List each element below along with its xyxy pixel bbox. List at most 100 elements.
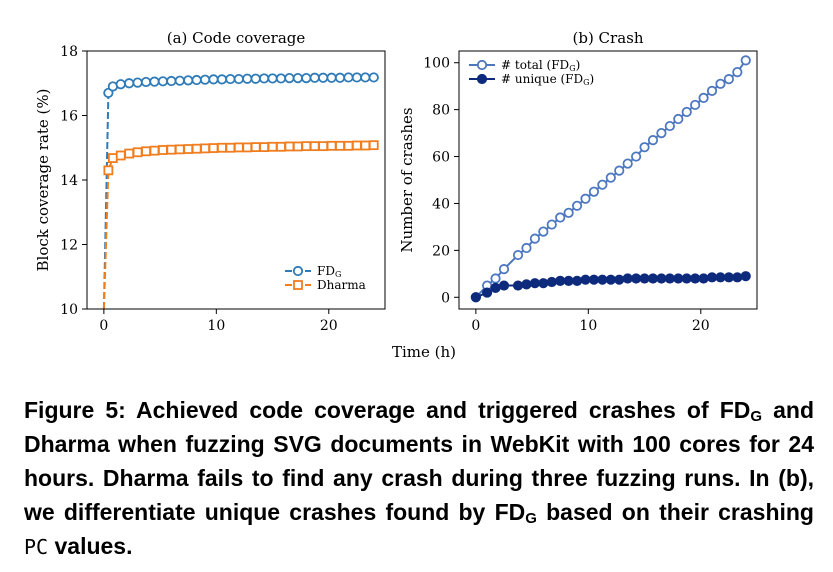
- data-point: [673, 113, 684, 125]
- y-tick-label: 60: [432, 150, 450, 166]
- data-point: [132, 77, 143, 88]
- data-point: [622, 158, 633, 169]
- data-point: [208, 143, 219, 153]
- data-point: [732, 272, 743, 283]
- data-point: [284, 141, 295, 152]
- figure-caption: Figure 5: Achieved code coverage and tri…: [24, 393, 814, 564]
- plot-frame: [86, 50, 386, 310]
- data-point: [647, 273, 659, 284]
- data-point: [132, 147, 143, 158]
- data-point: [166, 144, 177, 155]
- data-point: [597, 274, 608, 285]
- data-point: [149, 76, 160, 87]
- data-point: [225, 142, 236, 153]
- data-point: [546, 276, 557, 288]
- data-point: [538, 226, 549, 237]
- data-point: [368, 140, 379, 151]
- x-tick-label: 20: [692, 318, 710, 334]
- data-point: [199, 74, 211, 85]
- data-point: [706, 272, 718, 283]
- coverage-chart: (a) Code coverage 0 10 20 10 12 14 16 18 Block co…: [34, 29, 386, 334]
- data-point: [149, 145, 160, 156]
- data-point: [563, 207, 574, 218]
- data-point: [242, 73, 253, 84]
- data-point: [276, 141, 286, 152]
- caption-part4: values.: [48, 533, 133, 559]
- data-point: [732, 67, 743, 78]
- data-point: [225, 73, 236, 85]
- data-point: [275, 73, 287, 84]
- data-point: [664, 120, 675, 132]
- data-point: [157, 76, 169, 87]
- data-point: [740, 271, 751, 282]
- y-tick-label: 40: [432, 196, 450, 212]
- caption-fdg-2: FD: [494, 499, 526, 525]
- x-tick-label: 20: [320, 318, 338, 334]
- data-point: [698, 92, 709, 104]
- y-tick-label: 10: [60, 302, 78, 318]
- data-point: [580, 274, 591, 285]
- caption-part1: Figure 5: Achieved code coverage and tri…: [24, 397, 709, 423]
- data-point: [318, 141, 329, 152]
- data-point: [326, 140, 337, 151]
- data-point: [647, 135, 659, 146]
- y-tick-label: 16: [60, 109, 78, 125]
- data-point: [191, 143, 202, 154]
- y-tick-label: 80: [432, 103, 450, 119]
- data-point: [233, 142, 244, 153]
- data-point: [183, 144, 194, 154]
- data-point: [681, 273, 692, 284]
- caption-fdg: FD: [719, 397, 751, 423]
- data-point: [571, 275, 583, 286]
- data-point: [614, 165, 625, 176]
- y-tick-label: 14: [60, 173, 78, 189]
- crash-chart: (b) Crash 0 10 20 0 20 40 60 80 100 Number of cras…: [398, 29, 758, 334]
- data-point: [656, 127, 667, 139]
- data-point: [605, 274, 616, 285]
- data-point: [538, 278, 549, 289]
- legend: # total (FDG)# unique (FDG): [469, 58, 594, 87]
- data-point: [723, 74, 734, 85]
- data-point: [521, 242, 532, 254]
- data-point: [631, 273, 642, 284]
- legend-marker: [476, 73, 488, 85]
- data-point: [698, 273, 709, 284]
- y-tick-label: 0: [441, 290, 450, 306]
- data-point: [351, 72, 362, 83]
- data-point: [740, 55, 751, 66]
- data-point: [301, 72, 312, 84]
- data-point: [103, 165, 114, 176]
- x-tick-label: 0: [99, 318, 108, 334]
- data-point: [292, 141, 303, 152]
- data-point: [174, 75, 185, 86]
- data-point: [529, 278, 541, 289]
- data-point: [498, 280, 510, 291]
- data-point: [217, 142, 227, 153]
- data-point: [588, 186, 600, 197]
- chart-title: (a) Code coverage: [167, 29, 306, 47]
- data-point: [267, 141, 278, 152]
- caption-pc: PC: [24, 535, 49, 559]
- data-point: [656, 273, 667, 284]
- data-point: [555, 275, 566, 286]
- data-point: [681, 106, 692, 118]
- data-point: [639, 273, 650, 284]
- data-point: [334, 72, 346, 83]
- data-point: [141, 146, 151, 157]
- data-point: [529, 233, 541, 244]
- data-point: [715, 272, 726, 283]
- data-point: [174, 144, 185, 155]
- x-tick-label: 10: [207, 318, 225, 334]
- data-point: [351, 140, 362, 151]
- legend-marker: [293, 280, 303, 290]
- data-point: [605, 172, 616, 183]
- data-point: [191, 74, 202, 86]
- data-point: [284, 72, 295, 84]
- data-point: [715, 78, 726, 89]
- data-point: [512, 249, 524, 261]
- data-point: [200, 143, 210, 154]
- y-axis-label: Number of crashes: [398, 107, 416, 252]
- data-point: [664, 273, 675, 284]
